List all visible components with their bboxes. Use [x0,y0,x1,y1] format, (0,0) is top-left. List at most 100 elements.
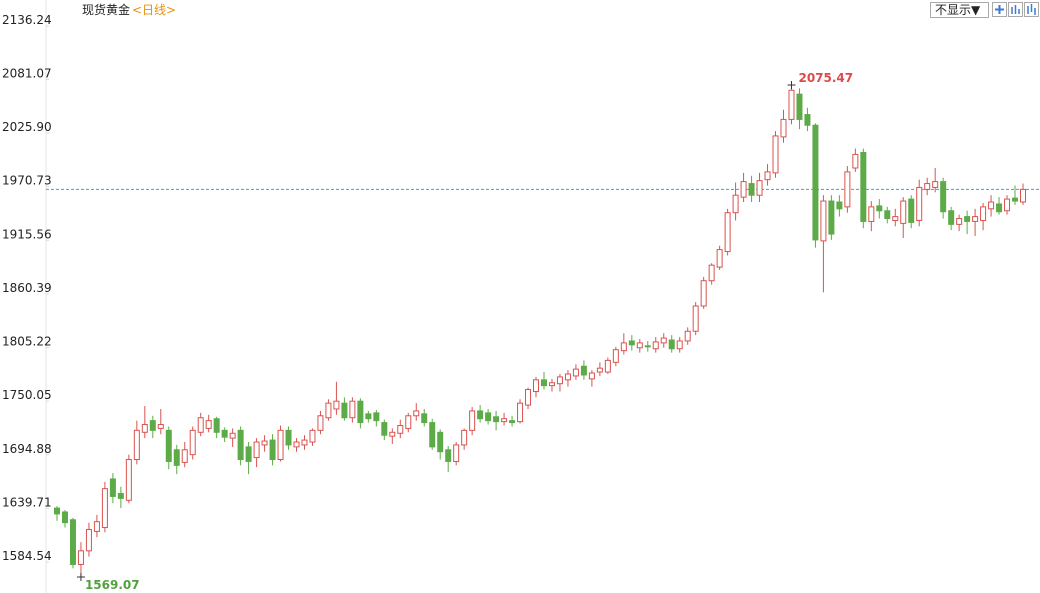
display-menu-box[interactable] [930,2,989,18]
high-label: 2075.47 [798,71,853,85]
candle-body [836,201,843,210]
candle-body [77,550,84,565]
candle-body [844,171,851,208]
candle-body [636,342,643,349]
candle-body [780,118,787,138]
candle-body [700,280,707,307]
y-tick-label: 1860.39 [2,281,52,295]
y-tick-label: 1915.56 [2,227,52,241]
candle-body [948,210,955,225]
candle-body [548,382,555,387]
candle-body [325,402,332,419]
bar-chart-button[interactable] [1008,2,1023,17]
candle-body [988,201,995,210]
candle-body [892,216,899,221]
candle-body [93,521,100,532]
y-tick-label: 2136.24 [2,13,52,27]
candle-body [596,367,603,373]
candle-body [812,124,819,241]
candle-body [932,181,939,188]
candle-body [293,441,300,448]
candle-body [716,249,723,268]
candle-body [588,372,595,380]
candle-body [509,420,516,424]
candle-body [125,459,132,501]
candle-body [660,337,667,344]
chart-title: 现货黄金 [82,2,130,17]
candle-body [1020,188,1026,203]
candle-body [165,429,172,462]
candle-body [756,180,763,196]
candle-body [628,340,635,346]
candle-body [229,432,236,439]
candle-body [309,429,316,443]
y-tick-label: 1694.88 [2,442,52,456]
candle-body [652,341,659,350]
candle-body [213,418,220,433]
candle-body [860,151,867,222]
candle-body [604,359,611,373]
candle-body [397,424,404,434]
candle-body [341,402,348,419]
kline-icon [1027,4,1036,15]
candle-body [764,171,771,181]
candle-body [804,114,811,126]
zoom-button[interactable] [992,2,1007,17]
candle-body [684,330,691,342]
candle-body [828,200,835,235]
candle-body [724,212,731,253]
candle-body [101,488,108,529]
candle-body [493,416,500,423]
candle-body [517,402,524,423]
y-tick-label: 1970.73 [2,174,52,188]
zoom-icon [995,5,1004,14]
candle-body [732,194,739,214]
candle-body [501,418,508,423]
display-menu[interactable]: 不显示▼ [935,3,981,17]
candle-body [820,200,827,242]
candle-body [453,444,460,462]
candle-body [644,345,651,348]
candle-body [245,446,252,462]
candle-body [469,410,476,431]
chart-subtitle[interactable]: <日线> [132,3,176,17]
candle-body [525,389,532,406]
candle-body [349,400,356,419]
candle-body [173,449,180,466]
candle-body [748,183,755,196]
candle-body [900,200,907,224]
candle-body [437,431,444,453]
candle-body [141,424,148,433]
candle-body [445,449,452,462]
candle-body [389,431,396,437]
y-tick-label: 1584.54 [2,549,52,563]
candle-body [357,400,364,424]
candle-body [477,410,484,420]
candle-body [852,153,859,169]
high-marker [787,80,796,89]
candle-body [620,342,627,352]
candle-body [149,420,156,431]
candle-body [109,478,116,497]
candle-body [916,186,923,221]
candle-body [980,206,987,221]
candle-body [69,519,76,565]
kline-button[interactable] [1024,2,1039,17]
candle-body [572,368,579,377]
candle-body [253,441,260,459]
candle-body [772,135,779,174]
candle-body [796,93,803,120]
candle-body [788,89,795,120]
candle-body [117,493,124,499]
candle-body [564,373,571,381]
candle-body [54,507,60,515]
candle-body [317,415,324,431]
candle-body [373,412,380,422]
candle-body [277,429,284,461]
candle-body [485,412,492,422]
candle-body [261,440,268,446]
y-tick-label: 1805.22 [2,335,52,349]
y-tick-label: 1639.71 [2,495,52,509]
low-label: 1569.07 [85,578,140,592]
